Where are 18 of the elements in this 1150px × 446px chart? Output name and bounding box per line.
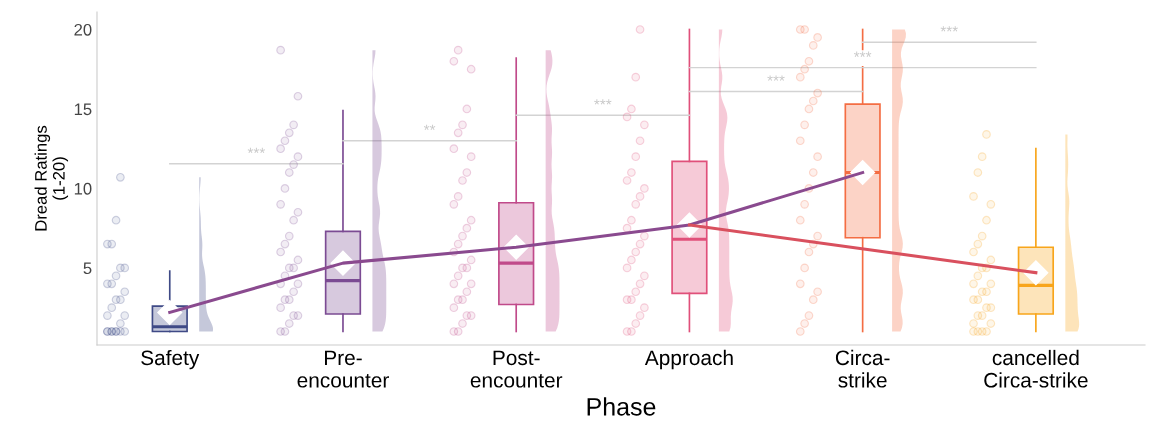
x-tick-label: cancelled Circa-strike bbox=[984, 349, 1088, 388]
annotation: *** bbox=[247, 147, 266, 154]
annotation: ** bbox=[423, 124, 436, 131]
y-tick-label: 10 bbox=[74, 182, 92, 195]
x-tick-label: Approach bbox=[644, 349, 733, 370]
y-tick-label: 5 bbox=[83, 262, 92, 275]
x-tick-label: Safety bbox=[141, 349, 200, 370]
x-tick-label: Pre- encounter bbox=[297, 350, 389, 388]
x-axis-title: Phase bbox=[587, 397, 656, 416]
x-tick-label: Circa- strike bbox=[835, 349, 890, 388]
y-tick-label: 20 bbox=[74, 23, 92, 36]
annotation: *** bbox=[594, 99, 612, 105]
annotation: *** bbox=[767, 75, 785, 81]
x-tick-label: Post- encounter bbox=[470, 350, 563, 388]
y-axis-title: Dread Ratings (1-20) bbox=[34, 125, 69, 231]
y-tick-label: 15 bbox=[74, 103, 92, 116]
annotation: *** bbox=[853, 51, 872, 57]
annotation: *** bbox=[940, 26, 958, 32]
